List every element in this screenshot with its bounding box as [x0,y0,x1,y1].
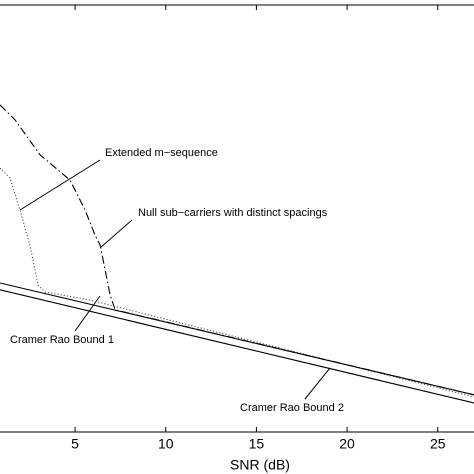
x-tick-label: 20 [339,436,355,452]
x-tick-label: 10 [158,436,174,452]
x-tick-label: 15 [249,436,265,452]
annotations: Extended m−sequence Null sub−carriers wi… [10,147,344,414]
x-tick-label: 25 [430,436,446,452]
annotation: Cramer Rao Bound 2 [240,402,344,414]
annotation: Cramer Rao Bound 1 [10,334,114,346]
x-axis-label: SNR (dB) [230,457,290,473]
annotation: Extended m−sequence [105,147,218,159]
line [0,167,474,398]
annotation-arrow [19,159,101,211]
annotation-arrow [99,219,133,249]
line [0,282,474,396]
x-tick-label: 5 [71,436,79,452]
line [0,289,474,404]
annotation: Null sub−carriers with distinct spacings [138,207,328,219]
annotation-arrow [304,367,331,400]
line [0,104,474,396]
